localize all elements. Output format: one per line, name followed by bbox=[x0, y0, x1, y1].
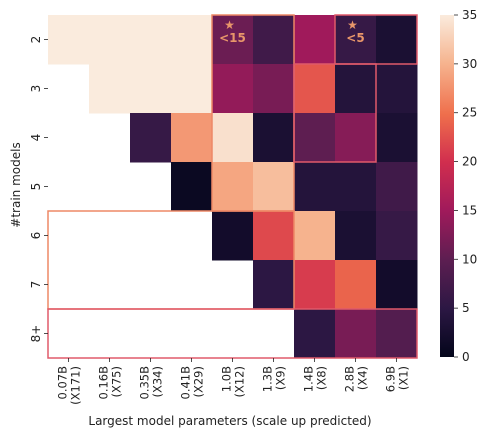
y-tick-label: 6 bbox=[29, 232, 43, 240]
heatmap-cell bbox=[89, 64, 131, 114]
x-tick-label: 6.9B bbox=[384, 366, 398, 392]
colorbar-tick-label: 10 bbox=[462, 252, 477, 266]
heatmap-cell bbox=[376, 64, 418, 114]
heatmap-cell bbox=[294, 64, 336, 114]
heatmap-cell bbox=[335, 260, 377, 310]
y-axis-label: #train models bbox=[9, 142, 23, 227]
x-tick-label: (X29) bbox=[192, 366, 206, 398]
heatmap-cell bbox=[335, 309, 377, 359]
heatmap-cell bbox=[130, 64, 172, 114]
heatmap-cell bbox=[212, 113, 254, 163]
heatmap-cell bbox=[253, 113, 295, 163]
x-tick-label: (X12) bbox=[233, 366, 247, 398]
heatmap-cells bbox=[48, 15, 418, 359]
colorbar-tick-label: 15 bbox=[462, 203, 477, 217]
heatmap-cell bbox=[212, 162, 254, 212]
heatmap-cell bbox=[253, 260, 295, 310]
x-tick-label: 0.41B bbox=[179, 366, 193, 400]
heatmap-cell bbox=[376, 309, 418, 359]
x-tick-label: (X34) bbox=[151, 366, 165, 398]
heatmap-cell bbox=[212, 15, 254, 65]
star-icon: ★ bbox=[347, 18, 358, 32]
cell-annotation: <15 bbox=[219, 31, 246, 45]
cell-annotations: ★<15★<5 bbox=[219, 18, 365, 45]
heatmap-cell bbox=[294, 260, 336, 310]
y-tick-label: 7 bbox=[29, 281, 43, 289]
colorbar-tick-label: 20 bbox=[462, 155, 477, 169]
x-tick-label: (X9) bbox=[274, 366, 288, 390]
star-icon: ★ bbox=[224, 18, 235, 32]
heatmap-cell bbox=[335, 15, 377, 65]
y-tick-label: 4 bbox=[29, 134, 43, 142]
heatmap-cell bbox=[212, 211, 254, 261]
heatmap-cell bbox=[294, 211, 336, 261]
heatmap-cell bbox=[130, 113, 172, 163]
heatmap-cell bbox=[253, 64, 295, 114]
heatmap-cell bbox=[294, 15, 336, 65]
colorbar-tick-label: 30 bbox=[462, 57, 477, 71]
colorbar-tick-label: 5 bbox=[462, 301, 470, 315]
heatmap-cell bbox=[335, 211, 377, 261]
x-tick-label: (X75) bbox=[110, 366, 124, 398]
heatmap-cell bbox=[171, 162, 213, 212]
colorbar-tick-label: 0 bbox=[462, 350, 470, 364]
y-axis-ticks: 2 3 4 5 6 7 8+ bbox=[29, 36, 48, 343]
heatmap-cell bbox=[376, 260, 418, 310]
heatmap-cell bbox=[294, 309, 336, 359]
heatmap-cell bbox=[171, 113, 213, 163]
heatmap-cell bbox=[376, 15, 418, 65]
x-axis-ticks: 0.07B (X171) 0.16B (X75) 0.35B (X34) 0.41B (X29… bbox=[56, 358, 411, 405]
heatmap-cell bbox=[89, 15, 131, 65]
y-tick-label: 2 bbox=[29, 36, 43, 44]
heatmap-cell bbox=[376, 211, 418, 261]
heatmap-cell bbox=[253, 211, 295, 261]
colorbar bbox=[440, 15, 454, 357]
heatmap-cell bbox=[335, 162, 377, 212]
x-tick-label: (X8) bbox=[315, 366, 329, 390]
x-tick-label: 1.0B bbox=[220, 366, 234, 392]
heatmap-cell bbox=[335, 64, 377, 114]
colorbar-ticks: 0 5 10 15 20 25 30 35 bbox=[454, 8, 477, 364]
heatmap-cell bbox=[253, 162, 295, 212]
heatmap-cell bbox=[294, 162, 336, 212]
y-tick-label: 8+ bbox=[29, 325, 43, 343]
heatmap-cell bbox=[48, 15, 90, 65]
colorbar-tick-label: 25 bbox=[462, 106, 477, 120]
x-tick-label: 0.16B bbox=[97, 366, 111, 400]
y-tick-label: 5 bbox=[29, 183, 43, 191]
x-tick-label: (X171) bbox=[69, 366, 83, 405]
heatmap-cell bbox=[294, 113, 336, 163]
x-axis-label: Largest model parameters (scale up predi… bbox=[88, 414, 371, 428]
x-tick-label: 2.8B bbox=[343, 366, 357, 392]
heatmap-cell bbox=[171, 64, 213, 114]
heatmap-cell bbox=[171, 15, 213, 65]
colorbar-tick-label: 35 bbox=[462, 8, 477, 22]
outline-middle-block bbox=[293, 63, 377, 163]
x-tick-label: (X1) bbox=[397, 366, 411, 390]
heatmap-cell bbox=[253, 15, 295, 65]
x-tick-label: (X4) bbox=[356, 366, 370, 390]
x-tick-label: 0.07B bbox=[56, 366, 70, 400]
y-tick-label: 3 bbox=[29, 85, 43, 93]
x-tick-label: 1.4B bbox=[302, 366, 316, 392]
heatmap-cell bbox=[376, 113, 418, 163]
heatmap-cell bbox=[212, 64, 254, 114]
x-tick-label: 1.3B bbox=[261, 366, 275, 392]
x-tick-label: 0.35B bbox=[138, 366, 152, 400]
heatmap-cell bbox=[376, 162, 418, 212]
heatmap-cell bbox=[335, 113, 377, 163]
heatmap-cell bbox=[130, 15, 172, 65]
cell-annotation: <5 bbox=[346, 31, 364, 45]
